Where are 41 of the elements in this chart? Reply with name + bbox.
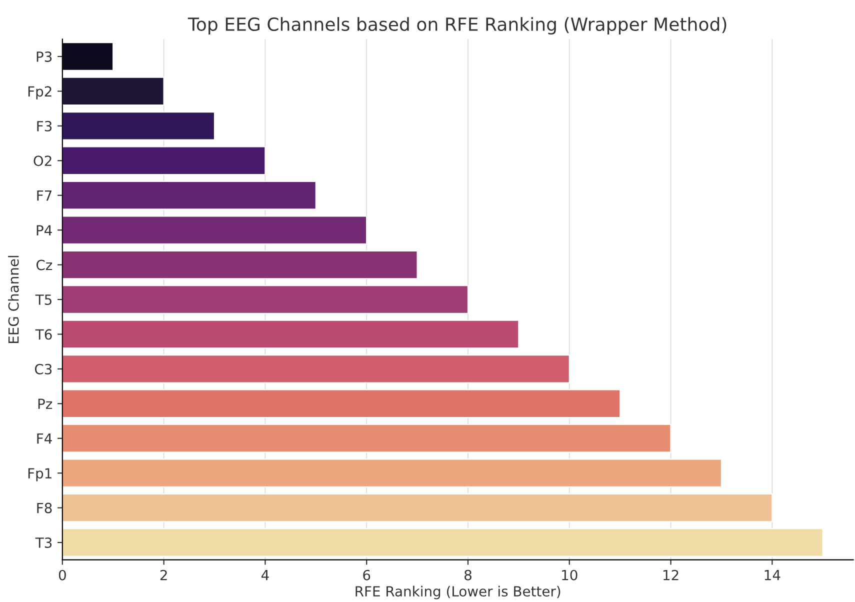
y-tick-label: Fp1: [28, 468, 52, 482]
chart-title: Top EEG Channels based on RFE Ranking (Wrapper Method): [188, 17, 726, 35]
y-tick-label: T5: [35, 294, 52, 305]
bar: [62, 146, 266, 176]
y-tick-label: F7: [37, 190, 52, 201]
y-tick-label: C3: [34, 364, 52, 374]
y-tick-label: Fp2: [28, 86, 52, 100]
bar: [62, 354, 570, 384]
y-axis-title: EEG Channel: [8, 256, 19, 344]
y-tick-label: Cz: [36, 260, 52, 270]
bar: [62, 76, 164, 106]
bar: [62, 216, 368, 245]
bar: [62, 180, 316, 210]
x-tick-label: 12: [663, 570, 678, 580]
x-tick-label: 10: [562, 570, 578, 580]
bar: [62, 250, 418, 280]
y-tick-label: T3: [35, 537, 52, 548]
y-tick-label: F3: [37, 120, 52, 132]
y-tick-label: Pz: [38, 398, 52, 409]
y-tick-label: O2: [34, 156, 52, 166]
y-tick-label: F4: [37, 434, 52, 444]
bar: [62, 458, 722, 488]
bar: [62, 285, 469, 314]
y-tick-label: T6: [35, 329, 52, 340]
x-tick-label: 0: [58, 570, 66, 580]
bar: [62, 42, 114, 71]
x-tick-label: 6: [363, 570, 370, 580]
x-tick-label: 8: [464, 570, 472, 580]
bar: [62, 424, 672, 453]
bar: [62, 111, 216, 140]
bar: [62, 389, 621, 418]
x-tick-label: 14: [764, 570, 780, 580]
bar: [62, 320, 520, 349]
bar: [62, 493, 773, 522]
y-tick-label: P3: [36, 51, 52, 62]
y-tick-label: F8: [37, 502, 52, 514]
bar: [62, 528, 824, 557]
y-tick-label: P4: [36, 225, 52, 236]
x-axis-title: RFE Ranking (Lower is Better): [356, 586, 560, 600]
x-tick-label: 4: [261, 570, 269, 580]
x-tick-label: 2: [160, 570, 167, 580]
